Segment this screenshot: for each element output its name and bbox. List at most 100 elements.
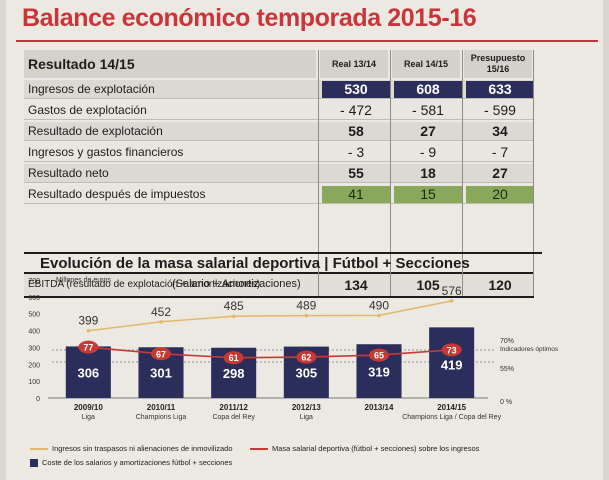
right-tick-0: 0 % <box>500 399 512 406</box>
bar-value-label: 305 <box>295 365 317 380</box>
table-row: Ingresos de explotación 530 608 633 <box>24 80 534 99</box>
table-row: Resultado de explotación 58 27 34 <box>24 122 534 141</box>
y-tick-label: 200 <box>28 362 40 369</box>
row-label: Resultado después de impuestos <box>28 187 206 201</box>
income-point <box>304 313 309 318</box>
category-label: 2009/10 <box>74 403 103 412</box>
bar-value-label: 298 <box>223 366 245 381</box>
percentage-value-label: 77 <box>83 343 93 353</box>
category-note: Copa del Rey <box>212 414 255 421</box>
right-tick-55: 55% <box>500 366 514 373</box>
income-point <box>86 328 91 333</box>
ebitda-label: EBITDA (resultado de explotación + amort… <box>28 279 261 290</box>
legend-item-masa-salarial: Masa salarial deportiva (fútbol + seccio… <box>250 444 479 453</box>
row-separator <box>24 119 534 120</box>
row-value: 34 <box>492 123 508 139</box>
band-label: Indicadores óptimos <box>500 346 559 353</box>
legend-item-coste: Coste de los salarios y amortizaciones f… <box>30 458 232 468</box>
legend-swatch-bar <box>30 459 38 468</box>
category-label: 2012/13 <box>292 403 321 412</box>
category-note: Champions Liga / Copa del Rey <box>402 414 501 421</box>
bar-value-label: 306 <box>77 365 99 380</box>
percentage-marker <box>296 350 317 364</box>
row-value: 530 <box>322 81 390 98</box>
column-divider <box>533 50 534 296</box>
category-label: 2011/12 <box>219 403 248 412</box>
income-value-label: 452 <box>151 305 171 319</box>
bar-value-label: 319 <box>368 364 390 379</box>
row-separator <box>24 98 534 99</box>
percentage-value-label: 62 <box>301 353 311 363</box>
column-header-presupuesto-15-16: Presupuesto 15/16 <box>464 50 532 78</box>
category-label: 2013/14 <box>365 403 394 412</box>
row-value: 608 <box>394 81 462 98</box>
table-title: Resultado 14/15 <box>24 50 316 78</box>
income-value-label: 576 <box>442 284 462 298</box>
row-label: Ingresos de explotación <box>28 82 155 96</box>
row-value: - 3 <box>347 144 365 160</box>
row-value: 20 <box>466 186 534 203</box>
column-divider <box>318 50 319 296</box>
y-tick-label: 100 <box>28 379 40 386</box>
salary-bar <box>429 327 475 398</box>
table-row: Ingresos y gastos financieros - 3 - 9 - 7 <box>24 143 534 162</box>
column-header-real-14-15: Real 14/15 <box>392 50 460 78</box>
row-value: 27 <box>420 123 436 139</box>
table-row: Gastos de explotación - 472 - 581 - 599 <box>24 101 534 120</box>
chart-title: Evolución de la masa salarial deportiva … <box>40 255 470 272</box>
percentage-marker <box>441 343 462 357</box>
column-divider <box>462 50 463 296</box>
percentage-value-label: 67 <box>156 349 166 359</box>
y-axis-label: Millones de euros <box>56 277 111 284</box>
row-value: 15 <box>394 186 462 203</box>
table-row: Resultado después de impuestos 41 15 20 <box>24 185 534 204</box>
percentage-value-label: 61 <box>229 353 239 363</box>
legend-swatch-line <box>30 448 48 451</box>
row-label: Resultado neto <box>28 166 109 180</box>
income-point <box>377 313 381 318</box>
y-tick-label: 600 <box>28 295 40 302</box>
column-divider <box>390 50 391 296</box>
row-separator <box>24 140 534 141</box>
row-value: 18 <box>420 165 436 181</box>
income-point <box>449 299 454 303</box>
y-tick-label: 300 <box>28 345 40 352</box>
chart-top-rule <box>24 252 542 254</box>
income-value-label: 399 <box>78 314 98 328</box>
row-value: - 7 <box>491 144 509 160</box>
y-tick-label: 0 <box>36 396 40 403</box>
y-tick-label: 700 <box>28 278 40 285</box>
row-label: Resultado de explotación <box>28 124 163 138</box>
headline-rule <box>16 40 598 42</box>
income-value-label: 490 <box>369 298 389 312</box>
salary-bar <box>65 346 111 398</box>
income-value-label: 485 <box>224 299 244 313</box>
percentage-marker <box>369 348 389 362</box>
row-value: - 599 <box>484 102 516 118</box>
column-header-real-13-14: Real 13/14 <box>320 50 388 78</box>
right-tick-70: 70% <box>500 338 514 345</box>
legend-item-ingresos: Ingresos sin traspasos ni alienaciones d… <box>30 444 233 453</box>
row-label: Gastos de explotación <box>28 103 147 117</box>
salary-chart: Millones de euros 700 600 500 400 300 200 100 0 7… <box>28 277 559 421</box>
chart-subtitle: (Salario + Amortizaciones) <box>172 278 301 290</box>
row-value: - 472 <box>340 102 372 118</box>
income-point <box>231 314 236 319</box>
percentage-marker <box>151 347 171 361</box>
percentage-value-label: 73 <box>447 345 457 355</box>
ebitda-value-14-15: 105 <box>416 277 440 293</box>
row-separator <box>24 203 534 204</box>
percentage-line <box>88 346 452 359</box>
ebitda-value-15-16: 120 <box>488 277 512 293</box>
row-value: - 9 <box>419 144 437 160</box>
row-value: 633 <box>466 81 534 98</box>
row-separator <box>24 161 534 162</box>
ebitda-value-13-14: 134 <box>344 277 368 293</box>
row-value: 27 <box>492 165 508 181</box>
table-row: Resultado neto 55 18 27 <box>24 164 534 183</box>
row-value: 58 <box>348 123 364 139</box>
percentage-marker <box>223 351 244 365</box>
row-value: 41 <box>322 186 390 203</box>
category-label: 2014/15 <box>437 403 466 412</box>
y-tick-label: 500 <box>28 312 40 319</box>
